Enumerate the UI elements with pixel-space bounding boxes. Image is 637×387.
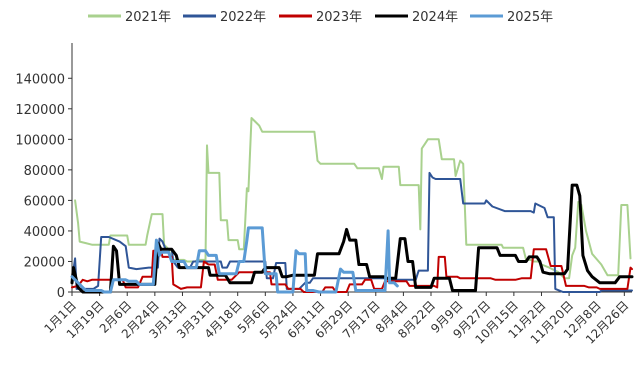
x-axis: 1月1日1月19日2月6日2月24日3月13日3月31日4月18日5月6日5月2… — [41, 291, 632, 347]
y-tick-label: 80000 — [24, 164, 65, 179]
y-tick-label: 120000 — [15, 103, 65, 118]
plot-area — [70, 117, 634, 294]
series-line-1 — [74, 117, 632, 280]
series-line-2 — [71, 171, 633, 293]
y-tick-label: 60000 — [24, 194, 65, 209]
y-tick-label: 0 — [57, 286, 65, 301]
legend: 2021年 2022年 2023年 2024年 2025年 — [88, 10, 553, 25]
legend-label-2: 2022年 — [220, 10, 266, 25]
y-tick-label: 140000 — [15, 72, 65, 87]
legend-label-4: 2024年 — [412, 10, 458, 25]
series-line-5 — [70, 226, 399, 294]
y-tick-label: 40000 — [24, 225, 65, 240]
legend-label-3: 2023年 — [316, 10, 362, 25]
y-tick-label: 100000 — [15, 133, 65, 148]
y-axis: 0 20000 40000 60000 80000 100000 120000 140000 — [15, 43, 73, 301]
series-line-4 — [70, 183, 634, 294]
legend-label-5: 2025年 — [507, 10, 553, 25]
legend-label-1: 2021年 — [125, 10, 171, 25]
y-tick-label: 20000 — [24, 255, 65, 270]
